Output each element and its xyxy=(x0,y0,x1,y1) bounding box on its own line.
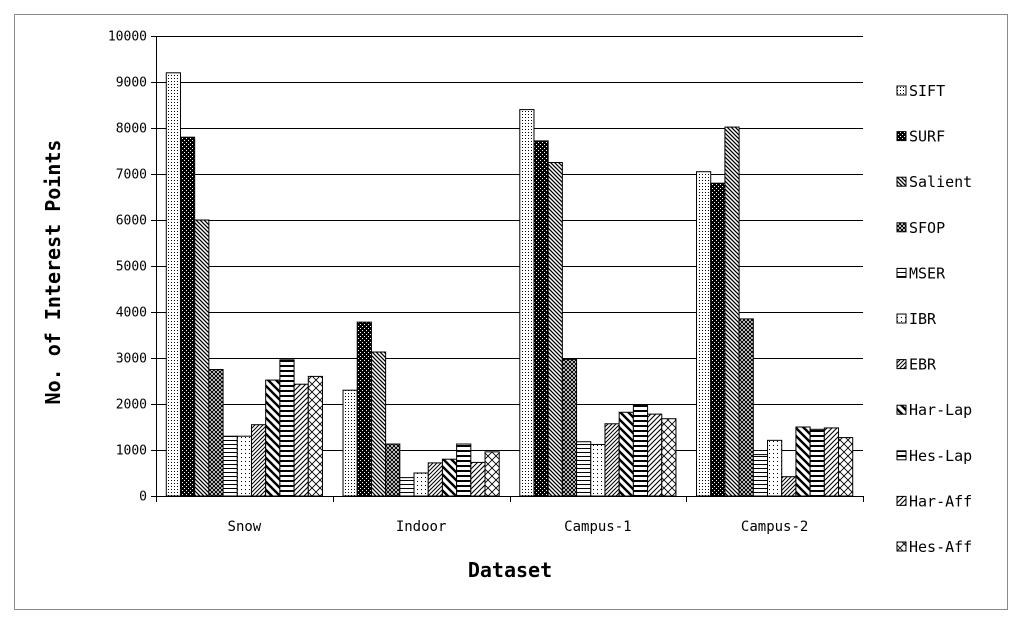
bar-sift-campus-1 xyxy=(519,109,535,497)
legend-swatch xyxy=(896,359,907,370)
bar-ibr-campus-1 xyxy=(590,443,606,497)
bar-har-aff-snow xyxy=(293,383,309,497)
bar-hes-lap-snow xyxy=(279,359,295,497)
bar-har-aff-campus-2 xyxy=(823,427,840,497)
bar-ebr-campus-2 xyxy=(781,476,797,497)
x-axis-title: Dataset xyxy=(468,558,552,582)
bar-mser-campus-1 xyxy=(576,441,592,497)
legend-label: SURF xyxy=(909,128,945,146)
legend-label: Hes-Aff xyxy=(909,538,972,556)
legend-label: SFOP xyxy=(909,219,945,237)
bar-sift-campus-2 xyxy=(696,171,712,497)
bar-sfop-indoor xyxy=(385,443,401,497)
bar-ebr-indoor xyxy=(427,462,443,497)
bar-salient-campus-2 xyxy=(724,126,740,497)
legend-label: Har-Lap xyxy=(909,401,972,419)
bar-hes-aff-campus-2 xyxy=(838,437,854,497)
bar-hes-lap-indoor xyxy=(456,443,472,497)
bar-hes-aff-indoor xyxy=(484,451,500,497)
axes: 0 1000 2000 3000 4000 5000 6000 7000 8000 9000 100… xyxy=(108,30,864,535)
bar-hes-lap-campus-2 xyxy=(809,428,825,497)
legend-label: Salient xyxy=(909,173,972,191)
bar-mser-campus-2 xyxy=(752,454,769,497)
bar-mser-indoor xyxy=(399,477,415,497)
bar-har-lap-campus-2 xyxy=(795,426,811,497)
y-tick-label: 8000 xyxy=(116,122,147,137)
bar-sfop-campus-2 xyxy=(738,318,754,497)
legend-label: Hes-Lap xyxy=(909,447,972,465)
legend-swatch xyxy=(896,222,907,233)
bar-surf-snow xyxy=(179,136,196,497)
bar-har-lap-campus-1 xyxy=(618,411,634,497)
bar-har-aff-indoor xyxy=(470,461,486,497)
y-axis-title: No. of Interest Points xyxy=(41,140,65,405)
y-tick-label: 2000 xyxy=(116,398,147,413)
x-tick-label: Snow xyxy=(228,519,262,535)
y-tick-label: 0 xyxy=(139,490,147,505)
bar-ibr-snow xyxy=(236,435,252,497)
x-tick-label: Campus-2 xyxy=(741,519,808,535)
legend-label: IBR xyxy=(909,310,937,328)
y-tick-label: 3000 xyxy=(116,352,147,367)
bars xyxy=(165,72,854,497)
legend-swatch xyxy=(896,313,907,324)
bar-sift-indoor xyxy=(342,389,358,497)
bar-mser-snow xyxy=(222,435,238,497)
bar-har-lap-snow xyxy=(265,379,281,497)
bar-ebr-snow xyxy=(250,424,267,497)
bar-salient-snow xyxy=(194,219,210,497)
x-tick-label: Indoor xyxy=(396,519,447,535)
bar-surf-indoor xyxy=(356,321,372,497)
y-tick-label: 9000 xyxy=(116,76,147,91)
bar-surf-campus-2 xyxy=(710,182,726,497)
bar-ibr-campus-2 xyxy=(767,439,783,497)
legend-swatch xyxy=(896,176,907,187)
x-tick-label: Campus-1 xyxy=(564,519,631,535)
bar-ebr-campus-1 xyxy=(604,423,620,497)
bar-hes-lap-campus-1 xyxy=(632,404,649,497)
bar-sift-snow xyxy=(165,72,181,497)
legend-label: SIFT xyxy=(909,82,945,100)
bar-har-lap-indoor xyxy=(441,458,458,497)
y-tick-label: 6000 xyxy=(116,214,147,229)
legend-label: MSER xyxy=(909,264,946,282)
bar-hes-aff-campus-1 xyxy=(661,418,677,497)
legend-swatch xyxy=(896,404,907,415)
bar-salient-indoor xyxy=(370,351,387,497)
bar-hes-aff-snow xyxy=(307,375,323,497)
legend: SIFT SURF Salient SFOP MSER IBR EBR Har-Lap Hes-… xyxy=(896,82,972,556)
y-tick-label: 1000 xyxy=(116,444,147,459)
bar-surf-campus-1 xyxy=(533,140,549,497)
gridlines xyxy=(156,36,863,451)
y-tick-label: 5000 xyxy=(116,260,147,275)
bar-har-aff-campus-1 xyxy=(647,413,663,497)
y-tick-label: 4000 xyxy=(116,306,147,321)
bar-salient-campus-1 xyxy=(547,162,563,497)
legend-label: EBR xyxy=(909,356,937,374)
legend-swatch xyxy=(896,541,907,552)
legend-swatch xyxy=(896,267,907,278)
legend-swatch xyxy=(896,450,907,461)
bar-ibr-indoor xyxy=(413,472,429,497)
bar-sfop-campus-1 xyxy=(561,358,578,497)
bar-sfop-snow xyxy=(208,369,224,497)
y-tick-label: 7000 xyxy=(116,168,147,183)
legend-swatch xyxy=(896,85,907,96)
legend-label: Har-Aff xyxy=(909,492,972,510)
legend-swatch xyxy=(896,131,907,142)
y-tick-label: 10000 xyxy=(108,30,147,45)
legend-swatch xyxy=(896,495,907,506)
